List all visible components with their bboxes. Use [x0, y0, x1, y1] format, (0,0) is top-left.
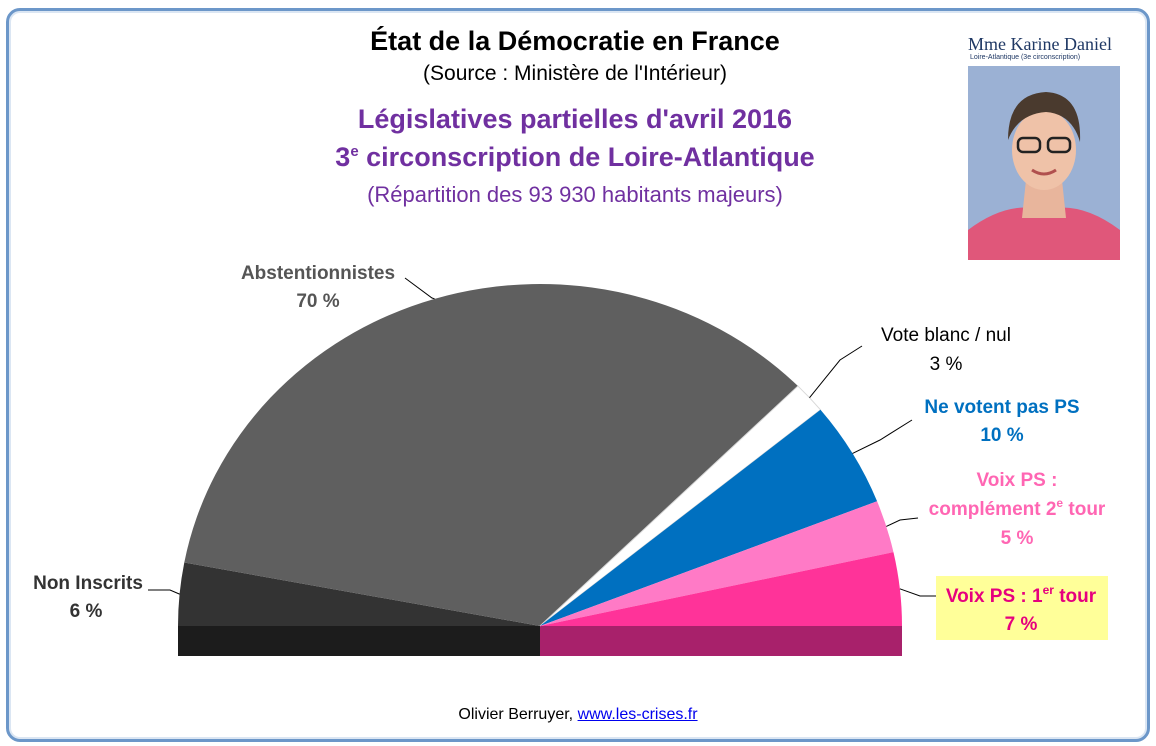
slice-ne-votent	[540, 409, 878, 626]
chart-title: État de la Démocratie en France	[370, 26, 780, 56]
chart-slices	[178, 283, 902, 627]
premier-tour-highlight	[936, 576, 1108, 640]
leader-complement	[886, 517, 919, 527]
label-ne-votent-name: Ne votent pas PS	[924, 397, 1079, 418]
slice-complement	[540, 501, 894, 626]
label-abstention-value: 70 %	[296, 291, 339, 312]
footer-author: Olivier Berruyer,	[458, 706, 578, 723]
leader-ne-votent	[852, 419, 913, 454]
extrusion-right	[540, 626, 902, 656]
slice-abstention	[184, 283, 798, 626]
label-complement-line1: Voix PS :	[977, 470, 1058, 491]
label-ne-votent-value: 10 %	[980, 425, 1023, 446]
label-complement-line2: complément 2e tour	[929, 496, 1106, 520]
chart-subtitle-repartition: (Répartition des 93 930 habitants majeur…	[367, 182, 783, 207]
candidate-subtitle: Loire-Atlantique (3e circonscription)	[970, 54, 1081, 61]
leader-non-inscrits	[148, 589, 180, 595]
label-non-inscrits-name: Non Inscrits	[33, 573, 143, 594]
label-premier-value: 7 %	[1005, 614, 1038, 635]
chart-subtitle-election: Législatives partielles d'avril 2016	[357, 104, 793, 134]
leader-premier	[899, 588, 936, 597]
slice-non-inscrits	[178, 562, 540, 626]
chart-extrusion	[178, 626, 902, 656]
footer-link[interactable]: www.les-crises.fr	[577, 706, 698, 723]
label-blanc-name: Vote blanc / nul	[881, 325, 1011, 346]
slice-premier	[540, 552, 902, 626]
chart-subtitle-circonscription: 3e circonscription de Loire-Atlantique	[335, 142, 815, 172]
footer-credit: Olivier Berruyer, www.les-crises.fr	[0, 706, 1156, 724]
candidate-name: Mme Karine Daniel	[968, 34, 1112, 54]
label-leader-lines	[148, 277, 936, 597]
leader-blanc	[809, 345, 863, 398]
label-complement-value: 5 %	[1001, 528, 1034, 549]
label-blanc-value: 3 %	[930, 354, 963, 375]
label-premier-line1: Voix PS : 1er tour	[946, 583, 1097, 607]
label-non-inscrits-value: 6 %	[70, 601, 103, 622]
leader-abstention	[404, 277, 435, 300]
chart-source: (Source : Ministère de l'Intérieur)	[423, 62, 727, 85]
chart-header: État de la Démocratie en France (Source …	[0, 0, 1156, 220]
portrait-image	[968, 66, 1120, 260]
label-abstention-name: Abstentionnistes	[241, 263, 395, 284]
extrusion-left	[178, 626, 540, 656]
candidate-photo: Mme Karine Daniel Loire-Atlantique (3e c…	[968, 30, 1120, 260]
